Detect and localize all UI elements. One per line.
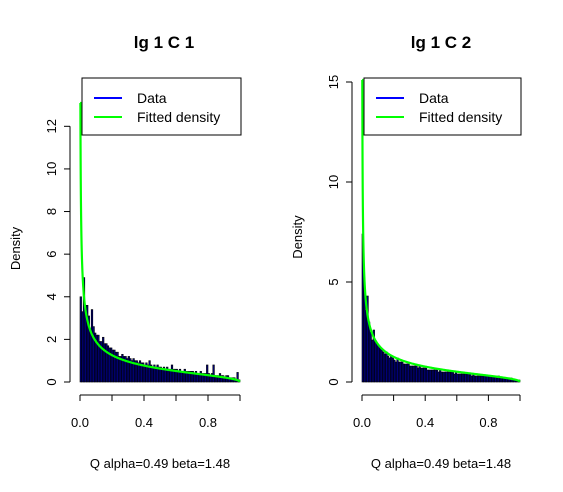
x-tick-label: 0.8 xyxy=(199,415,217,430)
chart-title: lg 1 C 1 xyxy=(134,33,194,52)
y-tick-label: 10 xyxy=(326,175,341,189)
y-tick-label: 0 xyxy=(326,378,341,385)
x-axis-label: Q alpha=0.49 beta=1.48 xyxy=(371,456,511,471)
y-tick-label: 15 xyxy=(326,75,341,89)
legend-label: Fitted density xyxy=(419,109,502,125)
y-tick-label: 5 xyxy=(326,278,341,285)
chart-panel-2: lg 1 C 2 0.0 0.4 0.8 Q alpha=0.49 beta=1.48 0… xyxy=(290,33,522,471)
fitted-density-curve xyxy=(79,101,241,383)
legend-label: Fitted density xyxy=(137,109,220,125)
chart-title: lg 1 C 2 xyxy=(411,33,471,52)
y-axis: 0 5 10 15 xyxy=(326,75,353,386)
y-tick-label: 2 xyxy=(44,336,59,343)
legend-box xyxy=(81,77,242,136)
histogram-bar xyxy=(236,372,239,383)
fitted-density-curve xyxy=(361,78,521,383)
histogram-bars xyxy=(361,233,521,383)
legend-box xyxy=(363,77,522,136)
histogram-bar xyxy=(212,364,215,383)
y-tick-label: 4 xyxy=(44,293,59,300)
x-axis: 0.0 0.4 0.8 xyxy=(353,394,521,430)
y-tick-label: 12 xyxy=(44,119,59,133)
legend: Data Fitted density xyxy=(363,77,522,136)
legend: Data Fitted density xyxy=(81,77,242,136)
y-tick-label: 0 xyxy=(44,378,59,385)
x-axis: 0.0 0.4 0.8 xyxy=(71,394,241,430)
x-axis-label: Q alpha=0.49 beta=1.48 xyxy=(90,456,230,471)
y-tick-label: 8 xyxy=(44,208,59,215)
y-tick-label: 6 xyxy=(44,251,59,258)
legend-label: Data xyxy=(419,90,449,106)
chart-panel-1: lg 1 C 1 0.0 0.4 0.8 Q alpha=0.49 beta=1.48 0… xyxy=(8,33,242,471)
y-axis: 0 2 4 6 8 10 12 xyxy=(44,119,71,386)
x-tick-label: 0.4 xyxy=(416,415,434,430)
y-axis-label: Density xyxy=(290,215,305,259)
legend-label: Data xyxy=(137,90,167,106)
x-tick-label: 0.0 xyxy=(71,415,89,430)
x-tick-label: 0.0 xyxy=(353,415,371,430)
x-tick-label: 0.8 xyxy=(479,415,497,430)
y-axis-label: Density xyxy=(8,226,23,270)
y-tick-label: 10 xyxy=(44,162,59,176)
histogram-bars xyxy=(79,277,241,383)
x-tick-label: 0.4 xyxy=(135,415,153,430)
